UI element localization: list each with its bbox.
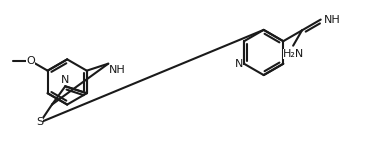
Text: N: N xyxy=(61,75,70,85)
Text: NH: NH xyxy=(324,15,340,25)
Text: N: N xyxy=(235,59,243,69)
Text: H₂N: H₂N xyxy=(282,49,304,59)
Text: NH: NH xyxy=(109,65,126,75)
Text: O: O xyxy=(26,56,35,66)
Text: S: S xyxy=(36,118,43,128)
